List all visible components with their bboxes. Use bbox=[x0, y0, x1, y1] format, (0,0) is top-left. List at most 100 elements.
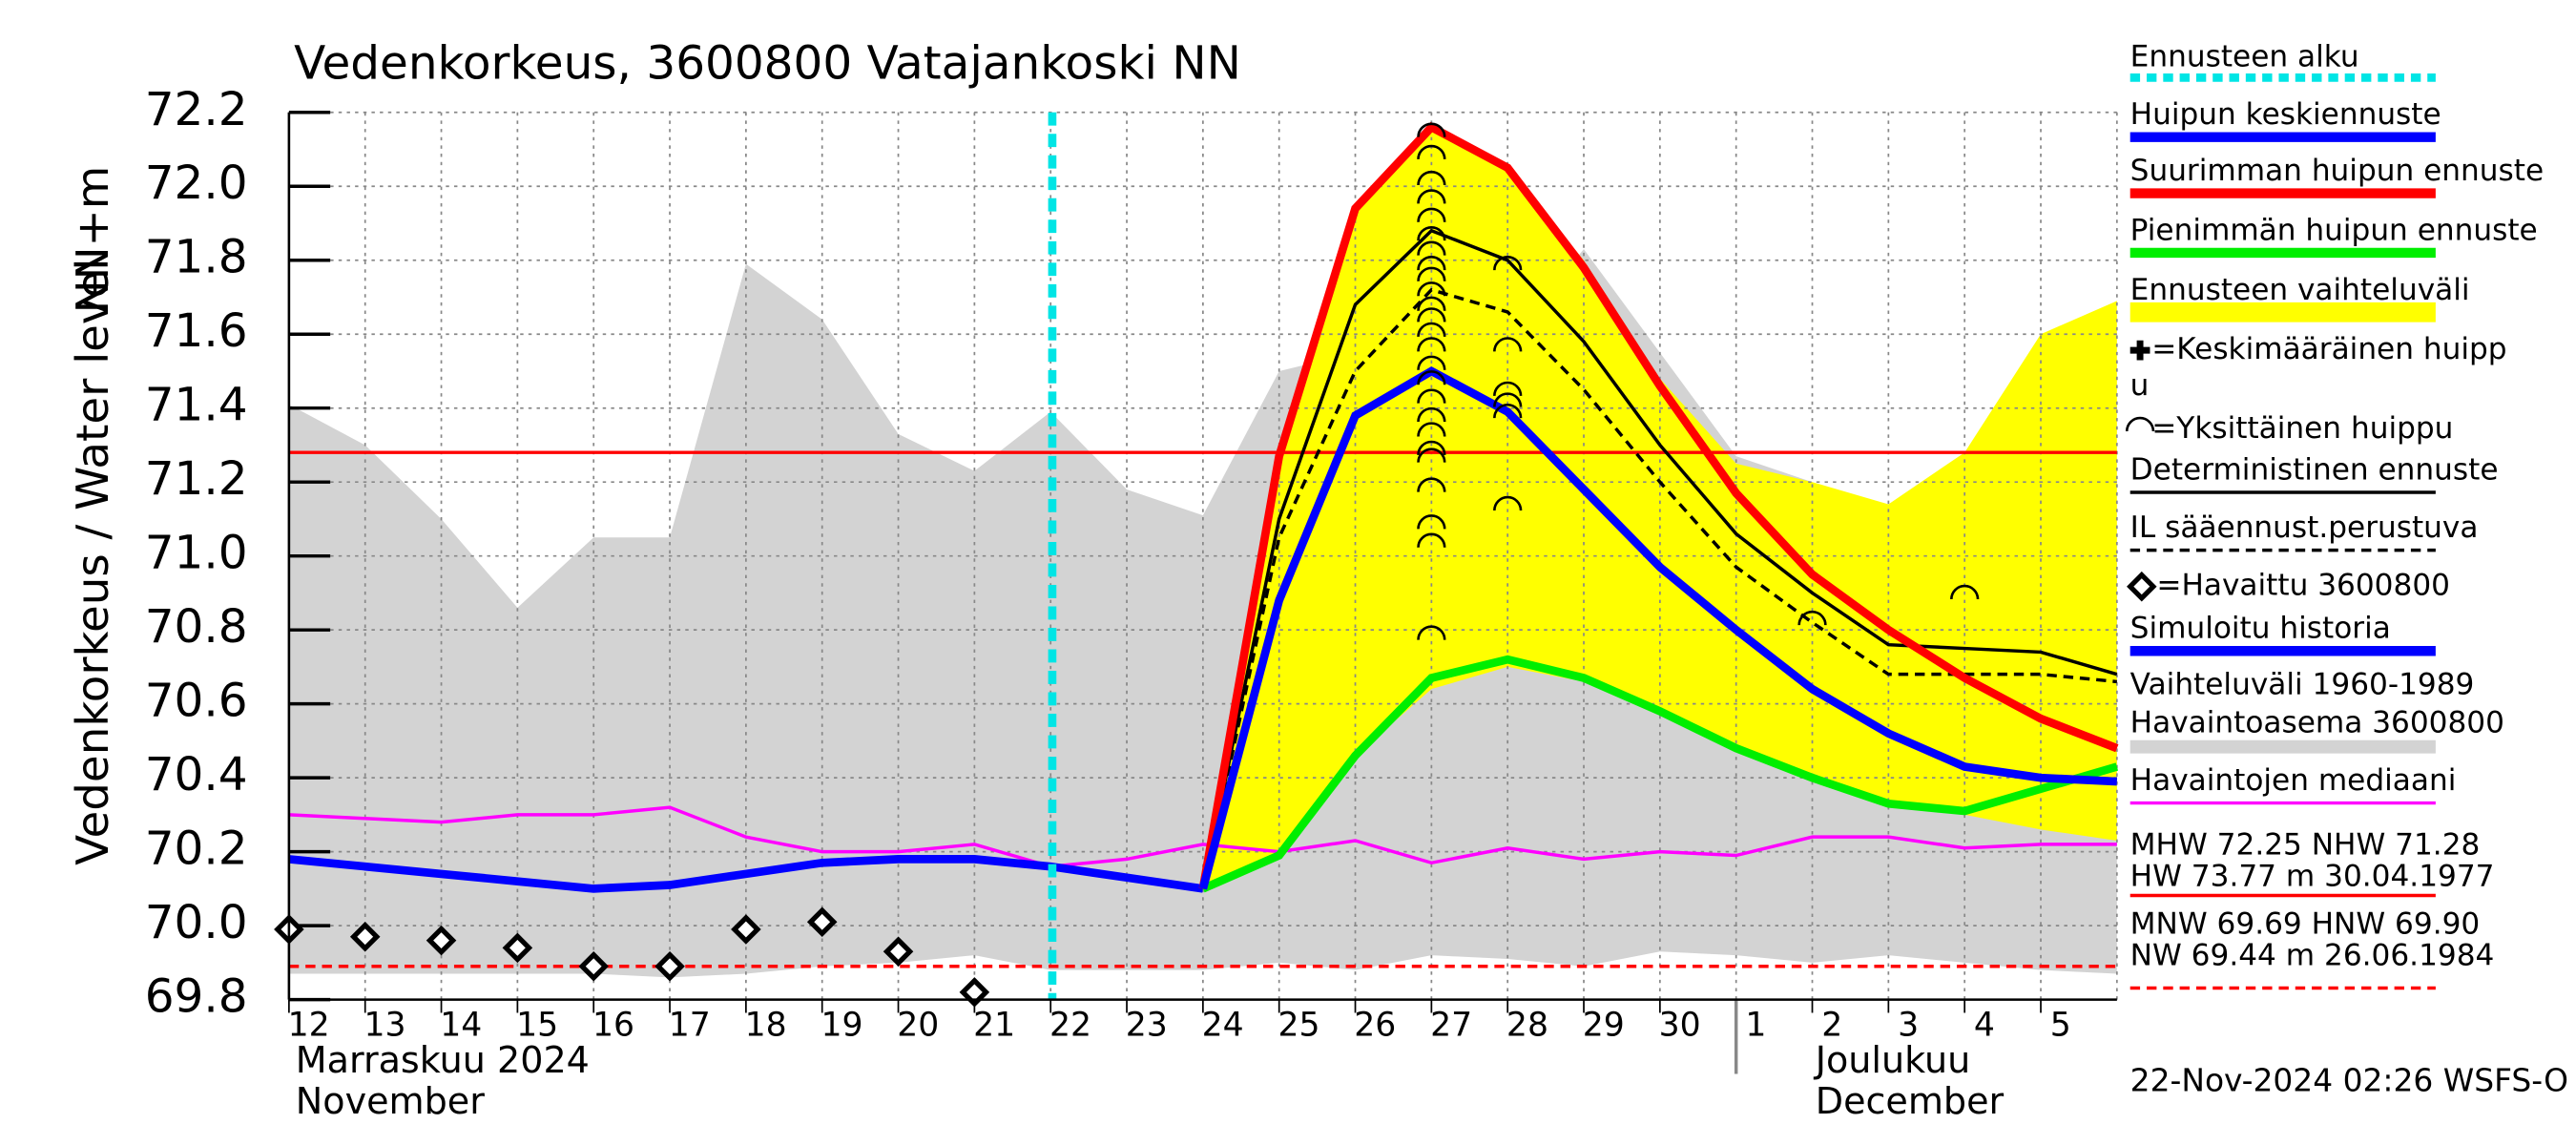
series-line bbox=[1201, 228, 2118, 889]
peak-marker bbox=[2125, 416, 2155, 432]
peak-marker bbox=[1417, 337, 1446, 352]
x-tick-label: 20 bbox=[897, 1006, 939, 1044]
legend-label: Suurimman huipun ennuste bbox=[2130, 154, 2544, 188]
peak-marker bbox=[1417, 477, 1446, 492]
peak-marker bbox=[1417, 266, 1446, 281]
legend-label: Deterministinen ennuste bbox=[2130, 453, 2499, 488]
legend-plus bbox=[2129, 340, 2150, 361]
peak-marker bbox=[1493, 337, 1523, 352]
x-tick-label: 24 bbox=[1202, 1006, 1244, 1044]
peak-marker bbox=[1417, 281, 1446, 297]
legend-label: MHW 72.25 NHW 71.28 bbox=[2130, 828, 2481, 863]
x-tick-label: 12 bbox=[288, 1006, 330, 1044]
x-tick-label: 4 bbox=[1974, 1006, 1995, 1044]
y-tick-label: 71.6 bbox=[145, 304, 248, 358]
legend-label: =Keskimääräinen huipp bbox=[2151, 332, 2506, 366]
x-tick-label: 14 bbox=[440, 1006, 482, 1044]
x-tick-label: 19 bbox=[821, 1006, 862, 1044]
observed-marker bbox=[502, 932, 533, 964]
x-tick-label: 23 bbox=[1126, 1006, 1168, 1044]
x-tick-label: 1 bbox=[1745, 1006, 1766, 1044]
legend-label: Huipun keskiennuste bbox=[2130, 97, 2441, 132]
legend-label: Simuloitu historia bbox=[2130, 612, 2391, 646]
legend-label: =Yksittäinen huippu bbox=[2151, 411, 2453, 446]
y-tick-label: 70.8 bbox=[145, 600, 248, 654]
y-tick-label: 71.4 bbox=[145, 379, 248, 432]
observed-marker bbox=[959, 977, 990, 1008]
x-tick-label: 26 bbox=[1354, 1006, 1396, 1044]
x-tick-label: 25 bbox=[1278, 1006, 1319, 1044]
x-tick-label: 29 bbox=[1583, 1006, 1625, 1044]
legend-label: MNW 69.69 HNW 69.90 bbox=[2130, 907, 2481, 942]
legend-diamond bbox=[2127, 571, 2157, 602]
x-tick-label: 21 bbox=[973, 1006, 1015, 1044]
legend-label: Havaintojen mediaani bbox=[2130, 763, 2457, 798]
legend-label: u bbox=[2130, 368, 2150, 403]
x-tick-label: 30 bbox=[1659, 1006, 1701, 1044]
x-tick-label: 3 bbox=[1898, 1006, 1919, 1044]
peak-marker bbox=[1417, 514, 1446, 530]
peak-marker bbox=[1417, 240, 1446, 256]
y-tick-label: 70.4 bbox=[145, 748, 248, 802]
peak-marker bbox=[1493, 392, 1523, 407]
month-label: Joulukuu bbox=[1814, 1039, 1970, 1081]
legend-label: Ennusteen vaihteluväli bbox=[2130, 273, 2470, 307]
month-label: December bbox=[1816, 1080, 2005, 1122]
legend-label: Pienimmän huipun ennuste bbox=[2130, 213, 2538, 247]
peak-marker bbox=[1417, 296, 1446, 311]
peak-marker bbox=[1493, 256, 1523, 271]
peak-marker bbox=[1417, 226, 1446, 241]
observed-marker bbox=[806, 906, 838, 938]
y-axis-label: Vedenkorkeus / Water level bbox=[68, 259, 119, 865]
peak-marker bbox=[1493, 404, 1523, 419]
peak-marker bbox=[1417, 170, 1446, 186]
footer: 22-Nov-2024 02:26 WSFS-O bbox=[2130, 1062, 2568, 1099]
y-tick-label: 69.8 bbox=[145, 970, 248, 1024]
legend-label: Vaihteluväli 1960-1989 bbox=[2130, 668, 2475, 702]
peak-marker bbox=[1417, 422, 1446, 437]
x-tick-label: 28 bbox=[1506, 1006, 1548, 1044]
legend-label: Ennusteen alku bbox=[2130, 40, 2359, 74]
observed-marker bbox=[883, 936, 914, 968]
peak-marker bbox=[1417, 322, 1446, 337]
y-tick-label: 70.0 bbox=[145, 896, 248, 949]
peak-marker bbox=[1417, 532, 1446, 548]
y-tick-label: 70.2 bbox=[145, 822, 248, 876]
month-label: November bbox=[296, 1080, 485, 1122]
peak-marker bbox=[1417, 256, 1446, 271]
peak-marker bbox=[1797, 610, 1827, 626]
peak-marker bbox=[1493, 381, 1523, 396]
x-tick-label: 16 bbox=[592, 1006, 634, 1044]
y-unit-label: NN+m bbox=[68, 166, 119, 314]
chart-title: Vedenkorkeus, 3600800 Vatajankoski NN bbox=[294, 36, 1241, 90]
x-tick-label: 15 bbox=[516, 1006, 558, 1044]
legend-label: IL sääennust.perustuva bbox=[2130, 510, 2479, 545]
observed-marker bbox=[426, 925, 457, 956]
peak-marker bbox=[1417, 440, 1446, 455]
series-line bbox=[288, 805, 2117, 868]
peak-marker bbox=[1417, 406, 1446, 423]
legend-label: =Havaittu 3600800 bbox=[2156, 569, 2450, 603]
x-tick-label: 2 bbox=[1821, 1006, 1842, 1044]
peak-marker bbox=[1417, 625, 1446, 640]
peak-marker bbox=[1417, 355, 1446, 370]
y-tick-label: 70.6 bbox=[145, 675, 248, 728]
legend-label: NW 69.44 m 26.06.1984 bbox=[2130, 939, 2495, 973]
y-tick-label: 71.0 bbox=[145, 527, 248, 580]
month-label: Marraskuu 2024 bbox=[296, 1039, 590, 1081]
peak-marker bbox=[1417, 448, 1446, 463]
series-line bbox=[1198, 366, 2118, 890]
x-tick-label: 13 bbox=[364, 1006, 405, 1044]
legend-label: HW 73.77 m 30.04.1977 bbox=[2130, 859, 2495, 893]
peak-marker bbox=[1417, 122, 1446, 137]
peak-marker bbox=[1417, 144, 1446, 159]
observed-marker bbox=[578, 950, 609, 982]
peak-marker bbox=[1417, 189, 1446, 204]
range-band bbox=[1202, 127, 2117, 889]
peak-marker bbox=[1417, 388, 1446, 404]
y-tick-label: 72.2 bbox=[145, 83, 248, 136]
peak-marker bbox=[1493, 495, 1523, 511]
x-tick-label: 5 bbox=[2050, 1006, 2071, 1044]
